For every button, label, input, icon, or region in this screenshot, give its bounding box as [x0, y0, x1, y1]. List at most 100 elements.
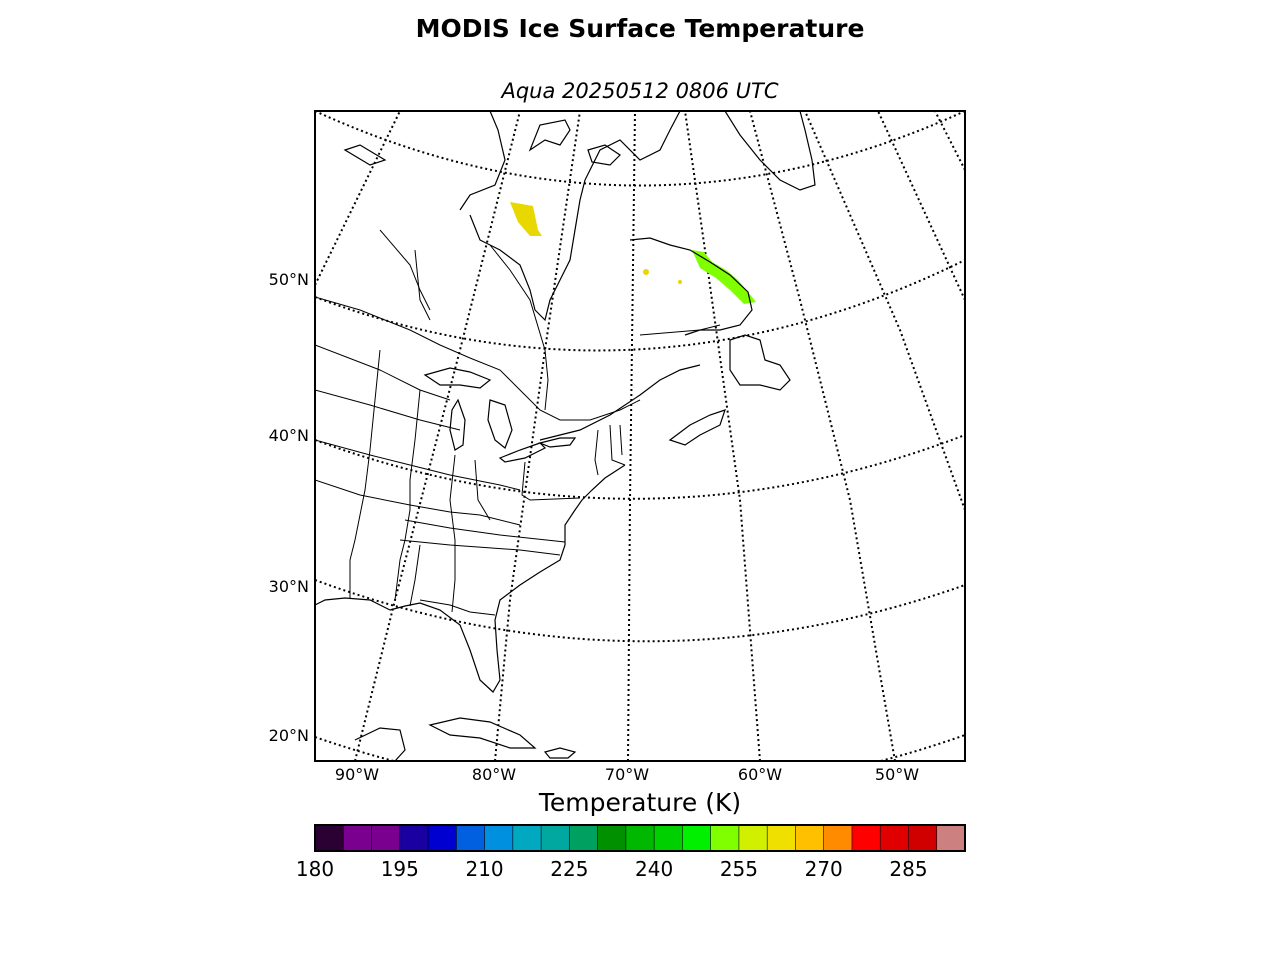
newfoundland — [729, 334, 791, 391]
colorbar-swatch — [682, 824, 712, 852]
province-border-2 — [414, 249, 431, 321]
lake-michigan — [449, 398, 466, 451]
colorbar-swatch — [399, 824, 429, 852]
us-east-coast — [389, 464, 626, 693]
colorbar-tick-label: 255 — [720, 857, 758, 881]
lat-label-20n: 20°N — [269, 726, 309, 745]
hispaniola — [543, 747, 577, 759]
lon-label-90w: 90°W — [335, 765, 379, 784]
lat-label-30n: 30°N — [269, 577, 309, 596]
nova-scotia — [668, 409, 726, 446]
latitude-labels: 20°N 30°N 40°N 50°N — [269, 270, 309, 745]
map-subtitle: Aqua 20250512 0806 UTC — [501, 79, 779, 103]
colorbar-swatch — [597, 824, 627, 852]
colorbar-swatch — [879, 824, 910, 852]
colorbar-swatch — [823, 824, 853, 852]
colorbar-swatch — [427, 824, 458, 852]
state-col-5 — [474, 459, 491, 521]
arctic-island-west — [343, 144, 387, 166]
meridian-80w — [494, 111, 581, 761]
colorbar-swatch — [795, 824, 825, 852]
lon-label-80w: 80°W — [472, 765, 516, 784]
state-row-4 — [315, 479, 521, 526]
state-row-3 — [315, 439, 521, 491]
colorbar-swatch — [766, 824, 797, 852]
colorbar-swatches — [314, 824, 966, 852]
parallel-lines — [315, 111, 965, 761]
colorbar-title: Temperature (K) — [538, 788, 741, 817]
west-of-hudson-bay-patch — [510, 202, 542, 236]
meridian-40w — [804, 111, 965, 511]
parallel-40n — [315, 434, 965, 500]
small-yellow-speck-2 — [678, 280, 682, 284]
temperature-data — [510, 202, 756, 304]
cuba — [428, 717, 537, 749]
province-border-1 — [379, 229, 431, 311]
colorbar-frame — [314, 824, 966, 852]
lat-label-40n: 40°N — [269, 426, 309, 445]
state-row-2 — [315, 389, 461, 431]
parallel-50n — [315, 259, 965, 352]
meridian-60w — [684, 111, 761, 761]
new-england-2 — [609, 424, 626, 466]
st-lawrence-north — [539, 364, 701, 441]
hudson-bay-coast — [459, 111, 506, 211]
meridian-70w — [627, 111, 636, 761]
colorbar-swatch — [484, 824, 514, 852]
colorbar-tick-label: 270 — [805, 857, 843, 881]
lon-label-50w: 50°W — [875, 765, 919, 784]
colorbar-swatch — [540, 824, 571, 852]
colorbar-swatch — [371, 824, 401, 852]
colorbar-swatch — [710, 824, 740, 852]
colorbar-swatch — [512, 824, 542, 852]
parallel-30n — [315, 579, 965, 643]
ungava-coast — [584, 111, 681, 181]
yucatan — [354, 727, 406, 761]
colorbar-swatch — [653, 824, 684, 852]
florida-border — [419, 599, 496, 616]
labrador-quebec-border — [639, 324, 721, 336]
lake-ontario — [538, 437, 577, 448]
baffin-island — [528, 119, 571, 152]
colorbar-tick-label: 180 — [296, 857, 334, 881]
canada-us-border — [315, 296, 641, 421]
state-row-6 — [399, 539, 561, 556]
colorbar-tick-label: 195 — [381, 857, 419, 881]
state-col-1 — [349, 349, 381, 598]
state-col-6 — [521, 461, 581, 501]
colorbar-swatch — [936, 824, 966, 852]
lon-label-60w: 60°W — [738, 765, 782, 784]
james-bay-coast — [469, 179, 586, 322]
new-england-1 — [594, 429, 599, 476]
colorbar-tick-label: 285 — [889, 857, 927, 881]
gulf-coast — [315, 597, 391, 611]
state-row-5 — [404, 519, 566, 543]
map-panel — [315, 111, 965, 761]
map-frame — [314, 110, 966, 762]
labrador-coast — [629, 237, 753, 336]
southampton-island — [587, 144, 621, 166]
greenland-coast — [724, 111, 816, 191]
colorbar-swatch — [738, 824, 768, 852]
lake-huron — [487, 399, 513, 449]
state-col-3 — [449, 454, 456, 613]
colorbar-tick-label: 225 — [550, 857, 588, 881]
longitude-labels: 90°W 80°W 70°W 60°W 50°W — [335, 765, 919, 784]
map-title: MODIS Ice Surface Temperature — [415, 14, 865, 43]
colorbar-swatch — [851, 824, 882, 852]
state-col-4 — [409, 544, 421, 607]
lake-superior — [423, 367, 492, 389]
political-borders — [315, 229, 721, 616]
colorbar-tick-label: 240 — [635, 857, 673, 881]
colorbar-swatch — [456, 824, 486, 852]
lake-erie — [498, 442, 547, 463]
lon-label-70w: 70°W — [605, 765, 649, 784]
colorbar-swatch — [908, 824, 938, 852]
colorbar-swatch — [569, 824, 599, 852]
quebec-ontario-border — [489, 244, 549, 411]
lat-label-50n: 50°N — [269, 270, 309, 289]
state-col-2 — [394, 389, 421, 601]
state-row-1 — [315, 344, 451, 401]
colorbar-swatch — [314, 824, 345, 852]
